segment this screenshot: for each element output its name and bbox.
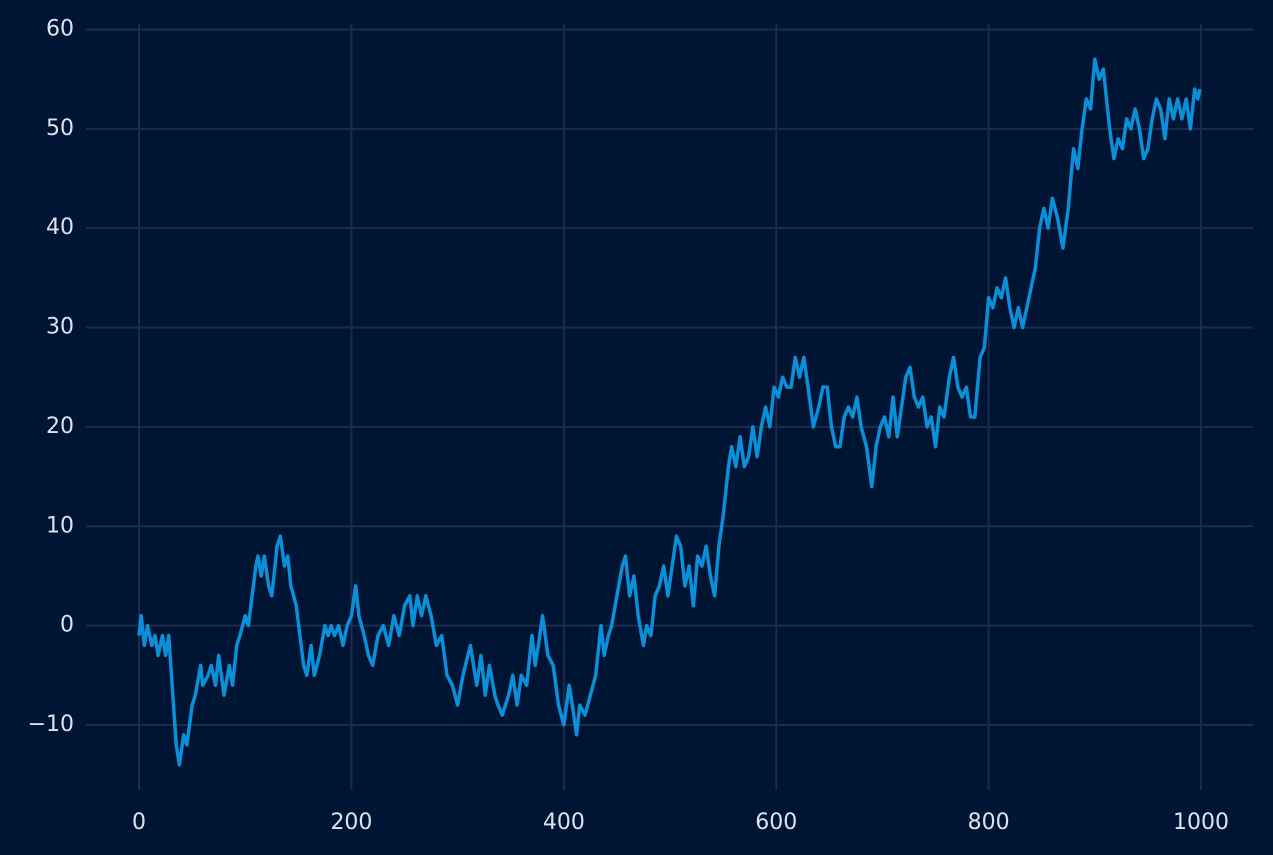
y-tick-label: 20 xyxy=(46,414,74,439)
x-tick-label: 400 xyxy=(543,810,585,835)
y-tick-label: 10 xyxy=(46,513,74,538)
x-tick-label: 800 xyxy=(968,810,1010,835)
y-tick-label: 60 xyxy=(46,16,74,41)
x-tick-label: 1000 xyxy=(1173,810,1229,835)
y-tick-label: 30 xyxy=(46,315,74,340)
x-tick-label: 0 xyxy=(132,810,146,835)
y-tick-label: −10 xyxy=(28,712,74,737)
x-tick-label: 200 xyxy=(330,810,372,835)
y-tick-label: 0 xyxy=(60,613,74,638)
x-tick-label: 600 xyxy=(755,810,797,835)
series-line xyxy=(137,57,1202,767)
y-tick-label: 40 xyxy=(46,215,74,240)
y-tick-label: 50 xyxy=(46,116,74,141)
